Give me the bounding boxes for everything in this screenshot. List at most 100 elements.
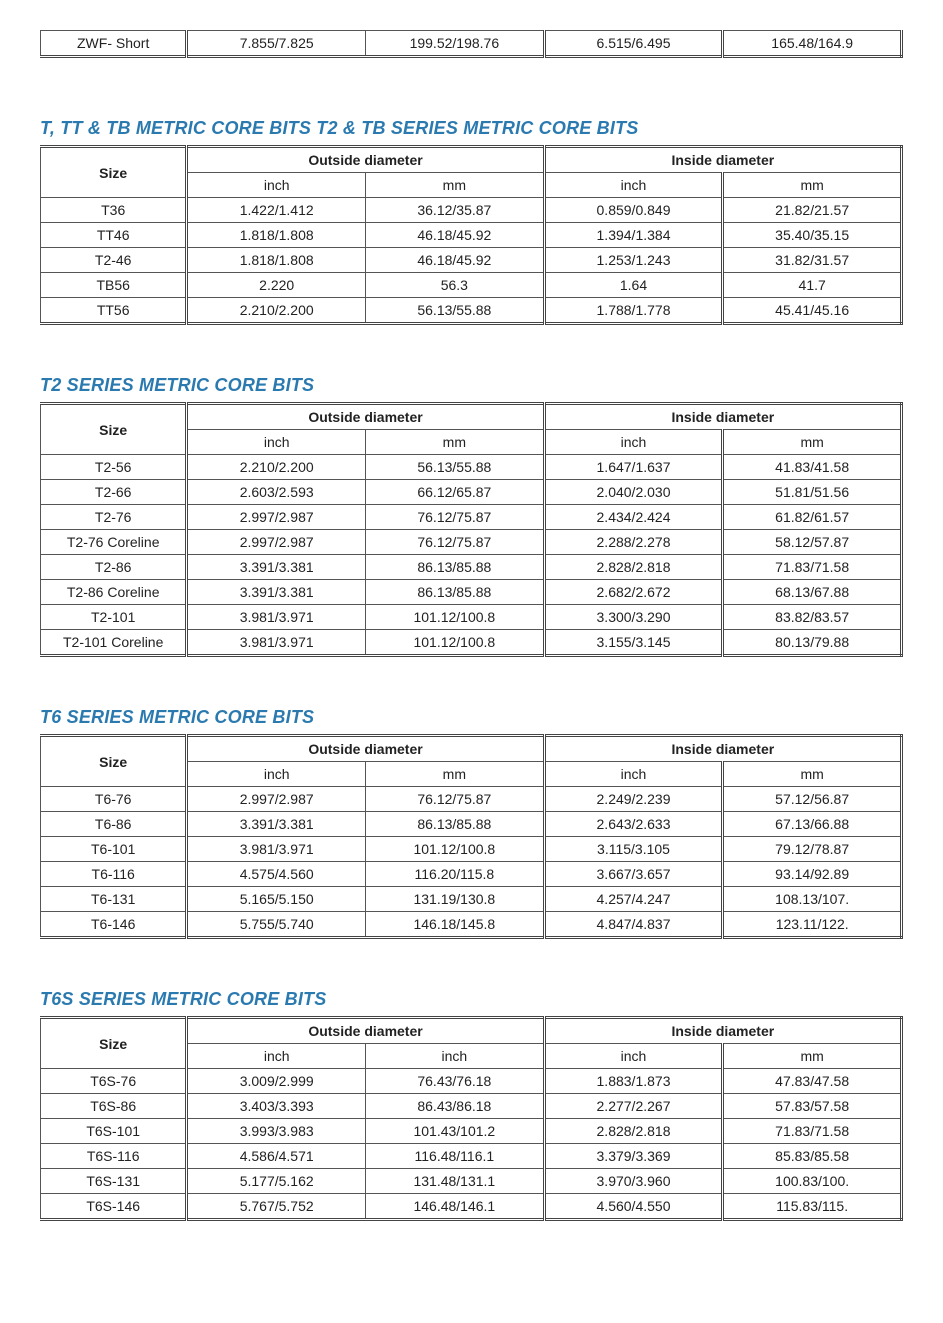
cell-value: 36.12/35.87 — [366, 198, 545, 223]
cell-value: 66.12/65.87 — [366, 480, 545, 505]
cell-size: T36 — [41, 198, 187, 223]
table-row: T2-1013.981/3.971101.12/100.83.300/3.290… — [41, 605, 902, 630]
cell-value: 1.64 — [544, 273, 723, 298]
table-row: T6-863.391/3.38186.13/85.882.643/2.63367… — [41, 812, 902, 837]
cell-value: 2.210/2.200 — [187, 455, 366, 480]
cell-size: T2-86 — [41, 555, 187, 580]
cell-value: 2.997/2.987 — [187, 505, 366, 530]
cell-value: 1.883/1.873 — [544, 1069, 723, 1094]
cell-value: 116.20/115.8 — [366, 862, 545, 887]
cell-value: 4.586/4.571 — [187, 1144, 366, 1169]
cell-value: 80.13/79.88 — [723, 630, 902, 656]
cell-value: 3.379/3.369 — [544, 1144, 723, 1169]
cell-value: 4.257/4.247 — [544, 887, 723, 912]
col-subheader: inch — [187, 1044, 366, 1069]
cell-value: 1.818/1.808 — [187, 223, 366, 248]
cell-value: 83.82/83.57 — [723, 605, 902, 630]
cell-value: 3.391/3.381 — [187, 580, 366, 605]
table-row: T6-1315.165/5.150131.19/130.84.257/4.247… — [41, 887, 902, 912]
cell-value: 1.788/1.778 — [544, 298, 723, 324]
cell-value: 41.83/41.58 — [723, 455, 902, 480]
col-header-inside-diameter: Inside diameter — [544, 736, 901, 762]
cell-value: 5.755/5.740 — [187, 912, 366, 938]
cell-value: 41.7 — [723, 273, 902, 298]
cell-value: 2.682/2.672 — [544, 580, 723, 605]
section-title: T6 SERIES METRIC CORE BITS — [40, 707, 903, 728]
cell-value: 86.13/85.88 — [366, 555, 545, 580]
col-subheader: inch — [187, 430, 366, 455]
cell-value: 0.859/0.849 — [544, 198, 723, 223]
cell-value: 146.48/146.1 — [366, 1194, 545, 1220]
col-subheader: inch — [187, 173, 366, 198]
table-row: TB562.22056.31.6441.7 — [41, 273, 902, 298]
col-header-size: Size — [41, 147, 187, 198]
cell-value: 101.43/101.2 — [366, 1119, 545, 1144]
data-section: T2 SERIES METRIC CORE BITSSizeOutside di… — [40, 375, 903, 657]
cell-size: T6S-131 — [41, 1169, 187, 1194]
cell-size: T6-116 — [41, 862, 187, 887]
cell-value: 4.560/4.550 — [544, 1194, 723, 1220]
cell-value: 2.040/2.030 — [544, 480, 723, 505]
table-row: T6-1013.981/3.971101.12/100.83.115/3.105… — [41, 837, 902, 862]
cell-size: T2-76 — [41, 505, 187, 530]
col-header-inside-diameter: Inside diameter — [544, 147, 901, 173]
cell-size: T6-131 — [41, 887, 187, 912]
table-row: TT562.210/2.20056.13/55.881.788/1.77845.… — [41, 298, 902, 324]
table-row: T6-762.997/2.98776.12/75.872.249/2.23957… — [41, 787, 902, 812]
data-table: SizeOutside diameterInside diameterinch m… — [40, 402, 903, 657]
table-header-row: SizeOutside diameterInside diameter — [41, 404, 902, 430]
col-header-inside-diameter: Inside diameter — [544, 404, 901, 430]
cell-value: 76.43/76.18 — [366, 1069, 545, 1094]
table-row: T361.422/1.41236.12/35.870.859/0.84921.8… — [41, 198, 902, 223]
cell-size: T6-101 — [41, 837, 187, 862]
cell-value: 2.997/2.987 — [187, 530, 366, 555]
cell-value: 2.249/2.239 — [544, 787, 723, 812]
data-section: T, TT & TB METRIC CORE BITS T2 & TB SERI… — [40, 118, 903, 325]
cell-value: 21.82/21.57 — [723, 198, 902, 223]
cell-value: 86.13/85.88 — [366, 580, 545, 605]
cell-value: 2.220 — [187, 273, 366, 298]
cell-value: 2.210/2.200 — [187, 298, 366, 324]
cell-value: 3.300/3.290 — [544, 605, 723, 630]
cell-value: 2.277/2.267 — [544, 1094, 723, 1119]
table-header-row: SizeOutside diameterInside diameter — [41, 736, 902, 762]
cell-value: 3.391/3.381 — [187, 812, 366, 837]
col-header-outside-diameter: Outside diameter — [187, 1018, 544, 1044]
cell-value: 4.575/4.560 — [187, 862, 366, 887]
cell-value: 93.14/92.89 — [723, 862, 902, 887]
cell-value: 51.81/51.56 — [723, 480, 902, 505]
col-header-inside-diameter: Inside diameter — [544, 1018, 901, 1044]
table-row: T2-461.818/1.80846.18/45.921.253/1.24331… — [41, 248, 902, 273]
cell-size: T6-86 — [41, 812, 187, 837]
cell-value: 101.12/100.8 — [366, 605, 545, 630]
cell-value: 1.422/1.412 — [187, 198, 366, 223]
cell-size: T2-46 — [41, 248, 187, 273]
table-row: T6S-763.009/2.99976.43/76.181.883/1.8734… — [41, 1069, 902, 1094]
cell-value: 115.83/115. — [723, 1194, 902, 1220]
table-row: T6S-1013.993/3.983101.43/101.22.828/2.81… — [41, 1119, 902, 1144]
table-row: T2-86 Coreline3.391/3.38186.13/85.882.68… — [41, 580, 902, 605]
cell-value: 58.12/57.87 — [723, 530, 902, 555]
data-section: T6 SERIES METRIC CORE BITS SizeOutside di… — [40, 707, 903, 939]
data-section: T6S SERIES METRIC CORE BITSSizeOutside d… — [40, 989, 903, 1221]
cell-value: 31.82/31.57 — [723, 248, 902, 273]
cell-value: 2.997/2.987 — [187, 787, 366, 812]
cell-size: T2-56 — [41, 455, 187, 480]
cell-od-mm: 199.52/198.76 — [366, 31, 545, 57]
cell-value: 3.115/3.105 — [544, 837, 723, 862]
table-row: T2-762.997/2.98776.12/75.872.434/2.42461… — [41, 505, 902, 530]
col-subheader: inch — [366, 1044, 545, 1069]
col-subheader: inch — [544, 173, 723, 198]
cell-size: T2-86 Coreline — [41, 580, 187, 605]
cell-value: 1.818/1.808 — [187, 248, 366, 273]
col-subheader: mm — [723, 762, 902, 787]
cell-value: 3.403/3.393 — [187, 1094, 366, 1119]
cell-size: T2-101 Coreline — [41, 630, 187, 656]
cell-value: 57.83/57.58 — [723, 1094, 902, 1119]
cell-od-inch: 7.855/7.825 — [187, 31, 366, 57]
cell-value: 61.82/61.57 — [723, 505, 902, 530]
col-header-size: Size — [41, 1018, 187, 1069]
col-subheader: mm — [723, 430, 902, 455]
cell-size: T2-101 — [41, 605, 187, 630]
col-subheader: inch — [544, 1044, 723, 1069]
